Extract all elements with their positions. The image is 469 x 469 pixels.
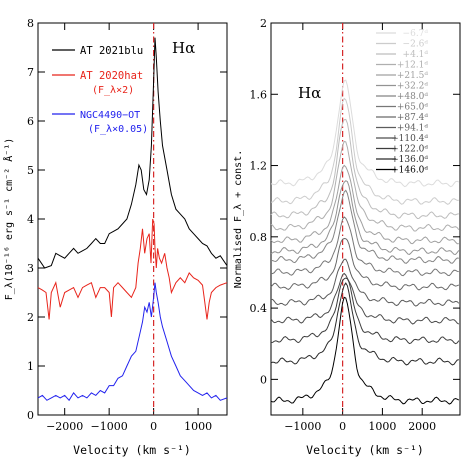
epoch-label: +21.5ᵈ [397, 71, 429, 81]
left-axes: −2000 −1000 0 1000 0 1 2 3 4 5 6 7 8 [27, 17, 227, 433]
right-series [270, 79, 460, 405]
epoch-label: +4.1ᵈ [403, 50, 429, 60]
series-line-2 [37, 282, 228, 402]
x-tick-label: 0 [339, 420, 346, 433]
left-series [37, 37, 228, 402]
legend-label-at2021blu: AT 2021blu [80, 45, 143, 57]
left-panel: −2000 −1000 0 1000 0 1 2 3 4 5 6 7 8 Hα Velocity (km… [2, 17, 228, 457]
legend-sub-at2020hat: (F_λ×2) [92, 85, 134, 96]
y-tick-label: 7 [27, 66, 34, 79]
epoch-label: +87.4ᵈ [397, 113, 429, 123]
series-line-1 [37, 218, 228, 320]
y-tick-label: 5 [27, 164, 34, 177]
y-tick-label: 0 [27, 409, 34, 422]
epoch-spectrum-7 [270, 216, 459, 277]
epoch-spectrum-13 [270, 296, 460, 405]
right-annotation: Hα [298, 84, 321, 102]
epoch-label: +65.0ᵈ [397, 103, 429, 113]
y-tick-label: 3 [27, 262, 34, 275]
y-tick-label: 4 [27, 213, 34, 226]
epoch-label: +146.0ᵈ [391, 166, 428, 176]
epoch-spectrum-8 [270, 237, 460, 291]
epoch-spectrum-9 [270, 258, 460, 307]
right-plot-frame [270, 22, 461, 416]
y-tick-label: 0.4 [250, 302, 268, 315]
epoch-label: +12.1ᵈ [397, 61, 429, 71]
legend-label-ngc4490: NGC4490−OT [80, 110, 140, 121]
epoch-label: +32.2ᵈ [397, 82, 429, 92]
y-tick-label: 2 [260, 17, 267, 30]
epoch-spectrum-3 [270, 140, 460, 232]
epoch-label: +122.0ᵈ [391, 145, 428, 155]
legend-sub-ngc4490: (F_λ×0.05) [88, 124, 148, 135]
epoch-spectrum-12 [270, 282, 459, 366]
series-line-0 [37, 37, 228, 269]
legend: AT 2021blu AT 2020hat (F_λ×2) NGC4490−OT… [52, 45, 148, 135]
y-tick-label: 2 [27, 311, 34, 324]
left-x-axis-label: Velocity (km s⁻¹) [73, 443, 191, 457]
epoch-label: +136.0ᵈ [391, 155, 428, 165]
epoch-label: −2.6ᵈ [403, 40, 429, 50]
left-annotation: Hα [172, 39, 195, 57]
right-axes: −1000 0 1000 2000 0 0.4 0.8 1.2 1.6 2 [250, 17, 460, 433]
epoch-spectrum-2 [270, 118, 459, 220]
x-tick-label: 2000 [408, 420, 436, 433]
epoch-spectrum-0 [270, 79, 460, 188]
epoch-spectrum-1 [270, 97, 459, 205]
legend-label-at2020hat: AT 2020hat [80, 70, 143, 82]
y-tick-label: 6 [27, 115, 34, 128]
epoch-labels: −6.7ᵈ−2.6ᵈ+4.1ᵈ+12.1ᵈ+21.5ᵈ+32.2ᵈ+48.0ᵈ+… [376, 29, 428, 176]
y-tick-label: 0 [260, 373, 267, 386]
epoch-spectrum-4 [270, 164, 459, 245]
epoch-label: +48.0ᵈ [397, 92, 429, 102]
epoch-label: −6.7ᵈ [403, 29, 429, 39]
epoch-spectrum-5 [270, 180, 460, 255]
x-tick-label: −1000 [284, 420, 321, 433]
x-tick-label: 1000 [368, 420, 396, 433]
right-y-axis-label: Normalised F_λ + const. [233, 150, 244, 288]
y-tick-label: 1 [27, 360, 34, 373]
epoch-spectrum-10 [270, 272, 460, 325]
x-tick-label: 0 [150, 420, 157, 433]
x-tick-label: 1000 [184, 420, 212, 433]
left-y-axis-label: F_λ(10⁻¹⁶ erg s⁻¹ cm⁻² Å⁻¹) [2, 138, 15, 301]
epoch-spectrum-6 [270, 189, 459, 264]
x-tick-label: −2000 [46, 420, 83, 433]
right-x-axis-label: Velocity (km s⁻¹) [306, 443, 424, 457]
y-tick-label: 8 [27, 17, 34, 30]
x-tick-label: −1000 [91, 420, 128, 433]
epoch-spectrum-11 [270, 277, 460, 345]
y-tick-label: 1.6 [250, 88, 268, 101]
epoch-label: +94.1ᵈ [397, 124, 429, 134]
y-tick-label: 1.2 [250, 160, 268, 173]
epoch-label: +110.4ᵈ [391, 134, 428, 144]
y-tick-label: 0.8 [250, 231, 268, 244]
